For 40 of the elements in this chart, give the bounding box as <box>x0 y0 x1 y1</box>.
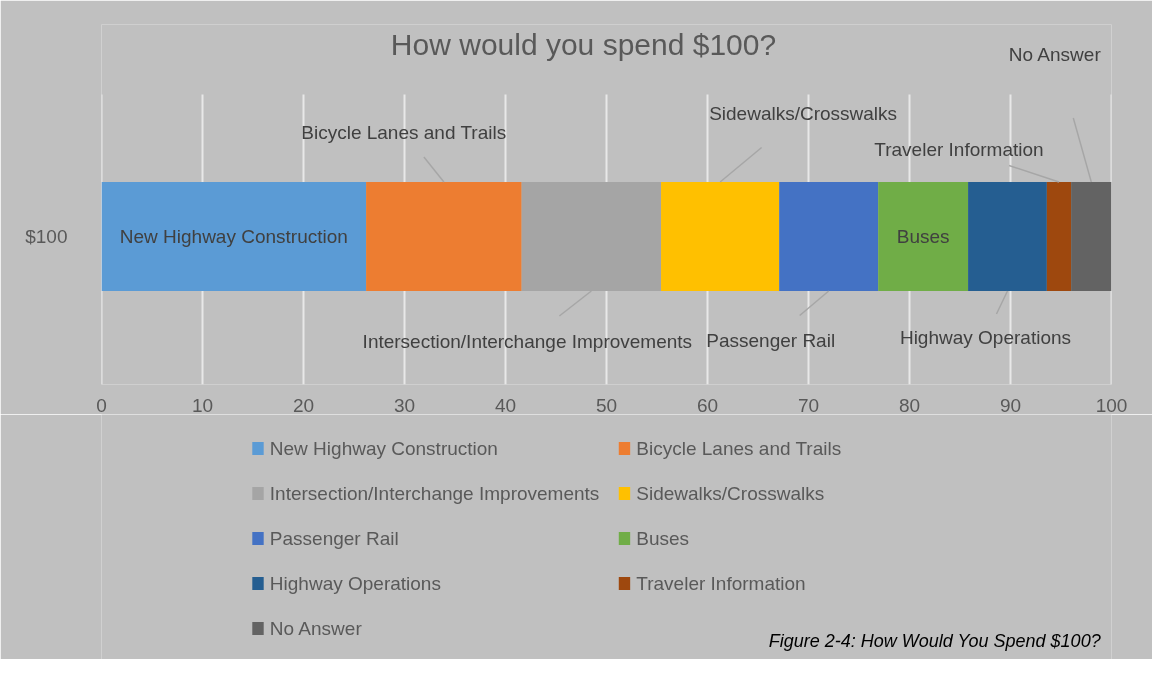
legend-label: Passenger Rail <box>269 528 399 549</box>
x-tick-label: 70 <box>797 394 820 416</box>
bar <box>1046 182 1072 291</box>
bar <box>968 182 1047 291</box>
bar <box>661 182 780 291</box>
legend-label: Intersection/Interchange Improvements <box>269 483 600 504</box>
text: Bicycle Lanes and Trails <box>301 121 507 143</box>
bar <box>878 182 969 291</box>
text: Traveler Information <box>874 138 1044 160</box>
text: Intersection/Interchange Improvements <box>362 330 693 352</box>
x-tick-label: 60 <box>696 394 719 416</box>
x-tick-label: 20 <box>292 394 315 416</box>
bar <box>1071 182 1112 291</box>
legend-label: New Highway Construction <box>269 438 498 459</box>
x-tick-label: 40 <box>494 394 517 416</box>
x-tick-label: 30 <box>393 394 416 416</box>
legend-label: Bicycle Lanes and Trails <box>636 438 842 459</box>
text: Buses <box>896 226 950 247</box>
legend-label: Traveler Information <box>636 573 806 594</box>
legend-label: Highway Operations <box>269 573 441 594</box>
text: New Highway Construction <box>119 226 348 247</box>
text: No Answer <box>1008 43 1101 65</box>
chart-title: How would you spend $100? <box>390 28 777 61</box>
x-tick-label: 50 <box>595 394 618 416</box>
bar <box>366 182 522 291</box>
legend-label: Sidewalks/Crosswalks <box>636 483 825 504</box>
x-tick-label: 80 <box>898 394 921 416</box>
text: Highway Operations <box>899 326 1072 348</box>
legend-label: Buses <box>636 528 690 549</box>
y-tick-label: $100 <box>25 226 68 247</box>
x-tick-label: 90 <box>999 394 1022 416</box>
text: Sidewalks/Crosswalks <box>709 102 898 124</box>
x-tick-label: 0 <box>96 394 107 416</box>
x-tick-label: 10 <box>191 394 214 416</box>
x-tick-label: 100 <box>1095 394 1128 416</box>
bar <box>779 182 879 291</box>
caption: Figure 2-4: How Would You Spend $100? <box>768 630 1101 651</box>
text: Passenger Rail <box>706 329 836 351</box>
legend-label: No Answer <box>269 618 363 639</box>
bar <box>101 182 367 291</box>
